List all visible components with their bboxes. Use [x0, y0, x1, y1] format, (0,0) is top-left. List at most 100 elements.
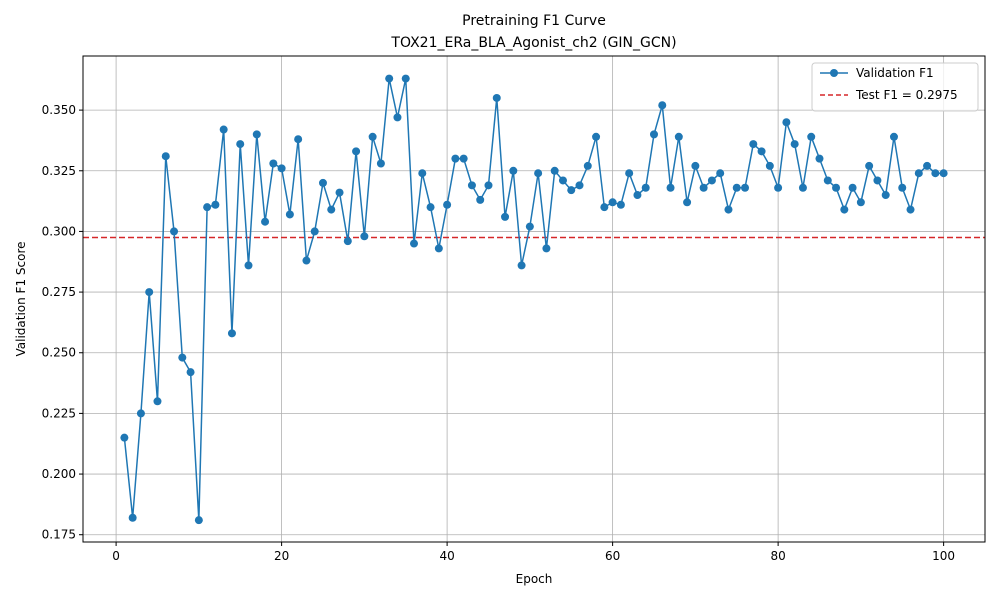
x-tick-label: 60 [605, 549, 620, 563]
data-point [666, 183, 675, 192]
data-point [219, 125, 228, 134]
data-point [335, 188, 344, 197]
data-point [732, 183, 741, 192]
data-point [244, 261, 253, 270]
data-point [832, 183, 841, 192]
data-point [252, 130, 261, 139]
data-point [145, 288, 154, 297]
data-point [136, 409, 145, 418]
data-point [898, 183, 907, 192]
y-tick-label: 0.250 [42, 346, 76, 360]
legend-box [811, 62, 979, 112]
data-point [741, 183, 750, 192]
data-point [749, 140, 758, 149]
data-point [641, 183, 650, 192]
data-point [501, 212, 510, 221]
x-tick-label: 0 [112, 549, 120, 563]
data-point [889, 132, 898, 141]
data-point [517, 261, 526, 270]
data-point [550, 166, 559, 175]
data-point [774, 183, 783, 192]
data-point [492, 93, 501, 102]
legend-validation-label: Validation F1 [856, 66, 934, 80]
data-point [840, 205, 849, 214]
data-point [467, 181, 476, 190]
data-point [674, 132, 683, 141]
data-point [906, 205, 915, 214]
data-point [707, 176, 716, 185]
data-point [128, 513, 137, 522]
y-tick-label: 0.275 [42, 285, 76, 299]
data-point [418, 169, 427, 178]
data-point [459, 154, 468, 163]
data-point [269, 159, 278, 168]
data-point [393, 113, 402, 122]
data-point [931, 169, 940, 178]
data-point [376, 159, 385, 168]
data-point [881, 191, 890, 200]
validation-f1-line [123, 78, 944, 521]
data-point [608, 198, 617, 207]
data-point [360, 232, 369, 241]
y-tick-label: 0.200 [42, 467, 76, 481]
x-tick-label: 20 [274, 549, 289, 563]
data-point [352, 147, 361, 156]
y-tick-label: 0.225 [42, 406, 76, 420]
y-axis-ticks: 0.175 0.200 0.225 0.250 0.275 0.300 0.325 0.350 [42, 103, 83, 542]
data-point [625, 169, 634, 178]
data-point [236, 140, 245, 149]
y-tick-label: 0.325 [42, 164, 76, 178]
data-point [509, 166, 518, 175]
data-point [790, 140, 799, 149]
data-point [285, 210, 294, 219]
data-point [385, 74, 394, 83]
data-point [277, 164, 286, 173]
data-point [194, 516, 203, 525]
data-point [443, 200, 452, 209]
data-point [318, 178, 327, 187]
data-point [401, 74, 410, 83]
data-point [798, 183, 807, 192]
data-point [807, 132, 816, 141]
data-point [434, 244, 443, 253]
data-point [261, 217, 270, 226]
data-point [558, 176, 567, 185]
data-point [343, 237, 352, 246]
data-point [178, 353, 187, 362]
validation-f1-series [120, 74, 948, 525]
chart-title: Pretraining F1 Curve [462, 13, 606, 29]
data-point [211, 200, 220, 209]
data-point [227, 329, 236, 338]
data-point [161, 152, 170, 161]
data-point [534, 169, 543, 178]
x-tick-label: 80 [770, 549, 785, 563]
x-tick-label: 40 [439, 549, 454, 563]
data-point [633, 191, 642, 200]
data-point [410, 239, 419, 248]
data-point [451, 154, 460, 163]
data-point [203, 203, 212, 212]
data-point [592, 132, 601, 141]
data-point [848, 183, 857, 192]
data-point [914, 169, 923, 178]
data-point [757, 147, 766, 156]
legend-test-label: Test F1 = 0.2975 [855, 88, 958, 102]
data-point [658, 101, 667, 110]
x-axis-label: Epoch [516, 572, 553, 586]
legend: Validation F1 Test F1 = 0.2975 [811, 62, 979, 112]
data-point [186, 368, 195, 377]
x-axis-ticks: 0 20 40 60 80 100 [112, 542, 955, 563]
data-point [873, 176, 882, 185]
data-point [170, 227, 179, 236]
data-point [865, 161, 874, 170]
data-point [153, 397, 162, 406]
grid-lines [83, 56, 985, 542]
y-tick-label: 0.300 [42, 224, 76, 238]
data-point [649, 130, 658, 139]
data-point [765, 161, 774, 170]
data-point [525, 222, 534, 231]
data-point [782, 118, 791, 127]
data-point [575, 181, 584, 190]
data-point [567, 186, 576, 195]
